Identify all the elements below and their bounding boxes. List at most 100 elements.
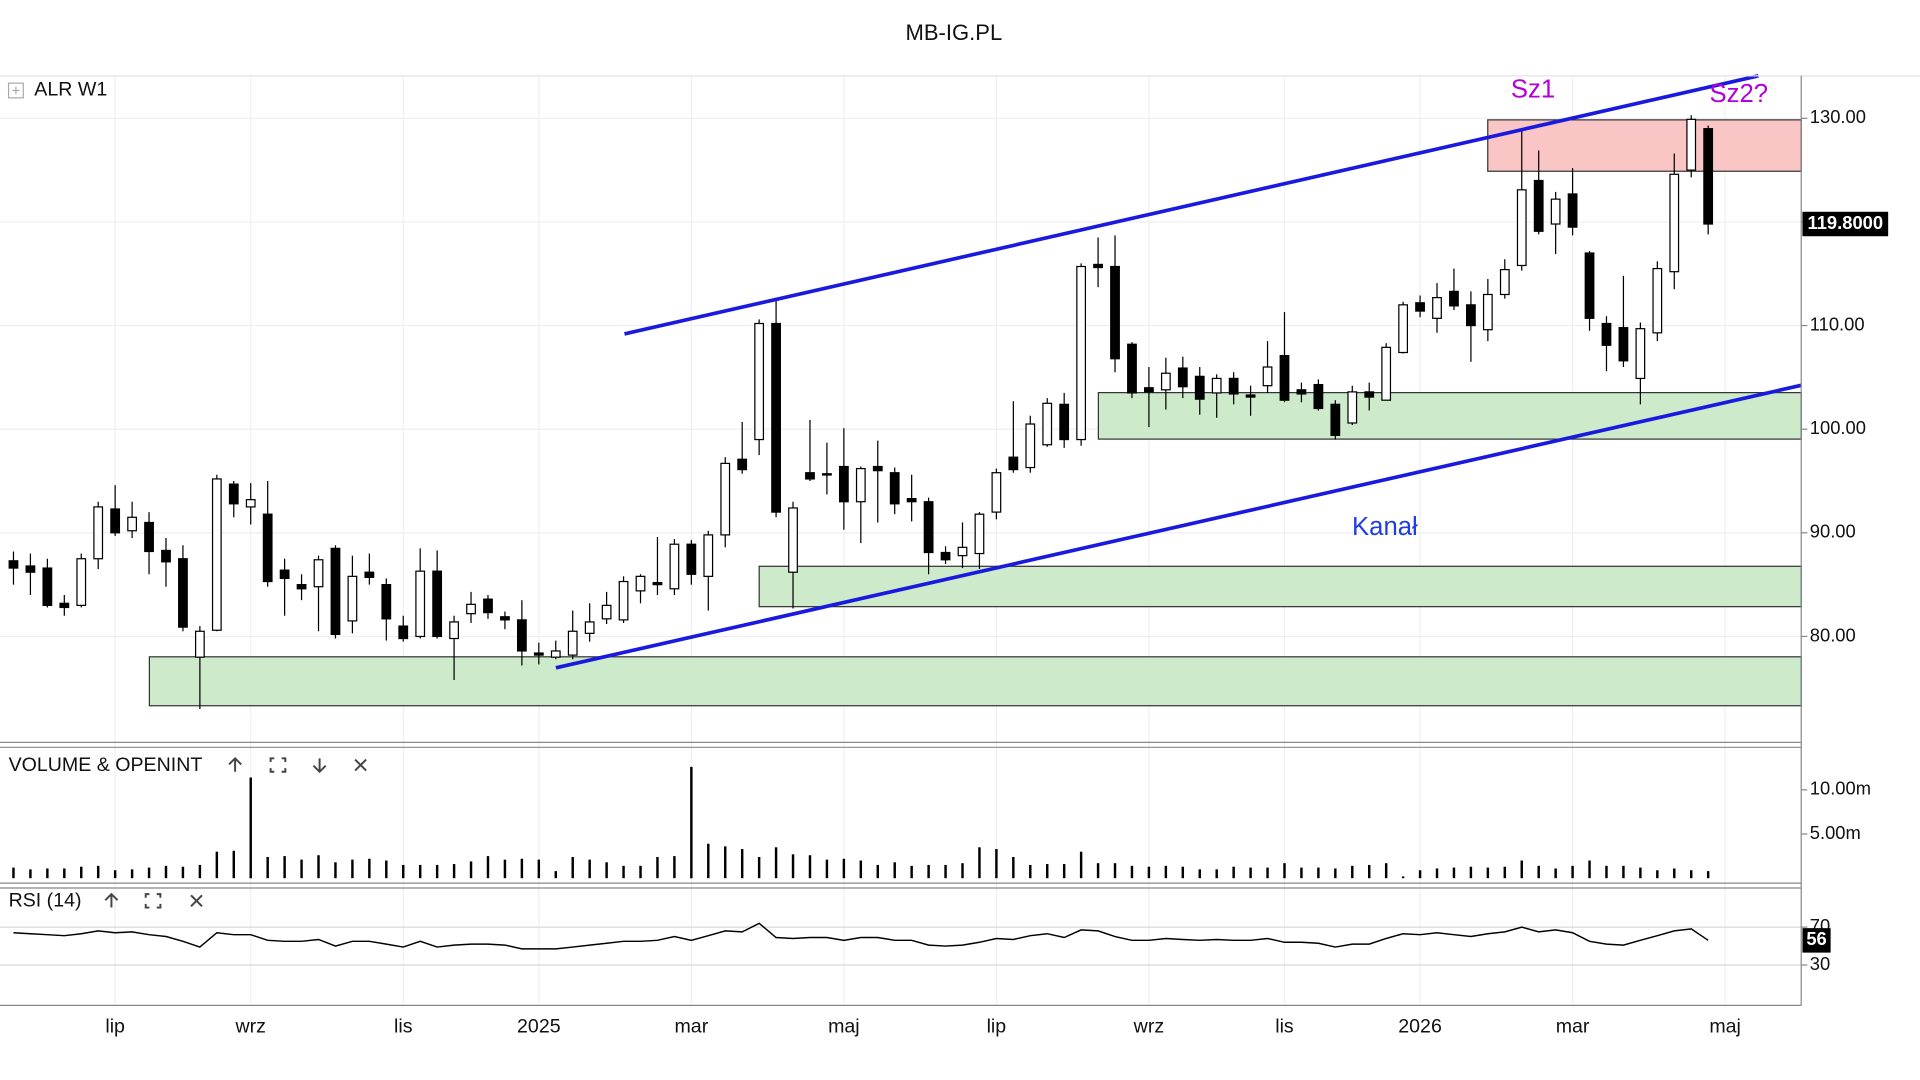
candle-body: [228, 483, 239, 505]
candle-body: [838, 465, 849, 503]
candle-body: [584, 621, 595, 634]
candle-body: [1025, 423, 1036, 469]
x-tick-label: lip: [105, 1016, 125, 1038]
candle-body: [1584, 252, 1595, 319]
candle-body: [1516, 189, 1527, 267]
rsi-line: [13, 922, 1709, 950]
x-tick-label: maj: [828, 1016, 860, 1038]
pane-controls[interactable]: [104, 892, 203, 909]
candle-body: [754, 322, 765, 441]
candle-body: [381, 584, 392, 620]
candle-body: [1364, 391, 1375, 398]
candle-body: [720, 462, 731, 536]
candle-body: [500, 616, 510, 621]
candle-body: [889, 472, 900, 505]
y-tick-label: 30: [1810, 953, 1830, 974]
x-tick-label: lis: [394, 1016, 413, 1038]
candle-body: [59, 602, 70, 609]
candle-body: [1635, 328, 1646, 380]
channel-lower-line: [555, 383, 1802, 670]
candle-body: [93, 506, 104, 560]
candle-body: [1652, 267, 1663, 334]
candle-body: [347, 575, 358, 622]
y-tick-label: 90.00: [1810, 521, 1856, 542]
move-down-icon[interactable]: [312, 758, 327, 774]
candle-body: [1466, 304, 1476, 327]
instrument-label: ALR W1: [34, 79, 107, 101]
support-zone: [1097, 392, 1802, 440]
move-up-icon[interactable]: [104, 892, 119, 908]
candle-body: [161, 549, 171, 563]
annotation: Sz2?: [1709, 80, 1768, 108]
candle-body: [211, 478, 222, 631]
maximize-icon[interactable]: [144, 893, 162, 909]
candle-body: [940, 551, 951, 561]
candle-body: [652, 581, 663, 586]
y-tick-label: 130.00: [1810, 106, 1866, 127]
candle-body: [1533, 179, 1544, 232]
candle-body: [1127, 343, 1137, 394]
y-tick-label: 100.00: [1810, 417, 1866, 438]
candle-body: [1076, 265, 1087, 441]
candle-body: [1703, 128, 1714, 225]
maximize-icon[interactable]: [269, 757, 287, 773]
candle-body: [1449, 290, 1459, 307]
candle-body: [805, 472, 815, 480]
candle-body: [330, 547, 341, 635]
close-icon[interactable]: [354, 758, 367, 772]
y-tick-label: 110.00: [1810, 313, 1865, 334]
candle-body: [1550, 198, 1561, 225]
candle-body: [1347, 391, 1358, 424]
candle-body: [1245, 394, 1256, 398]
candle-body: [533, 652, 544, 656]
candle-body: [432, 570, 443, 638]
candle-body: [8, 560, 19, 569]
candle-body: [1567, 193, 1578, 228]
candle-body: [669, 543, 680, 590]
candle-body: [923, 501, 934, 554]
candle-body: [822, 473, 832, 476]
mark-layer: [8, 115, 1714, 950]
candle-body: [178, 558, 188, 628]
candle-body: [906, 498, 917, 503]
candle-body: [1008, 456, 1019, 471]
pane-controls[interactable]: [228, 756, 367, 774]
close-icon[interactable]: [190, 894, 203, 908]
x-tick-label: lip: [987, 1016, 1007, 1038]
candle-body: [635, 575, 646, 592]
candle-body: [144, 521, 154, 553]
resistance-zone: [1487, 119, 1802, 172]
candle-body: [110, 508, 121, 534]
candle-body: [974, 513, 985, 555]
candle-body: [313, 559, 324, 588]
candle-body: [771, 322, 781, 513]
candle-body: [1398, 304, 1409, 354]
move-up-icon[interactable]: [228, 756, 242, 772]
candle-body: [872, 465, 883, 472]
expand-icon[interactable]: [7, 82, 24, 99]
candle-body: [245, 499, 256, 508]
candle-body: [991, 472, 1002, 513]
candle-body: [686, 543, 697, 575]
candle-body: [279, 569, 290, 580]
candle-body: [415, 570, 426, 638]
annotation: Kanał: [1352, 513, 1418, 541]
candle-body: [398, 625, 409, 640]
chart-title: MB-IG.PL: [906, 20, 1003, 45]
price-tag-label: 119.8000: [1808, 212, 1884, 233]
candle-body: [788, 507, 798, 573]
x-tick-label: maj: [1709, 1016, 1741, 1038]
x-tick-label: lis: [1275, 1016, 1294, 1038]
candle-body: [483, 598, 493, 614]
candle-body: [1415, 302, 1425, 312]
y-tick-label: 5.00m: [1810, 822, 1861, 843]
grid-layer: [0, 75, 1802, 1006]
rsi-tag-label: 56: [1806, 928, 1826, 949]
price-tag: [1802, 211, 1889, 237]
candle-body: [194, 630, 205, 658]
candle-body: [1432, 296, 1442, 319]
x-tick-label: 2025: [517, 1016, 561, 1038]
candle-body: [127, 516, 137, 532]
